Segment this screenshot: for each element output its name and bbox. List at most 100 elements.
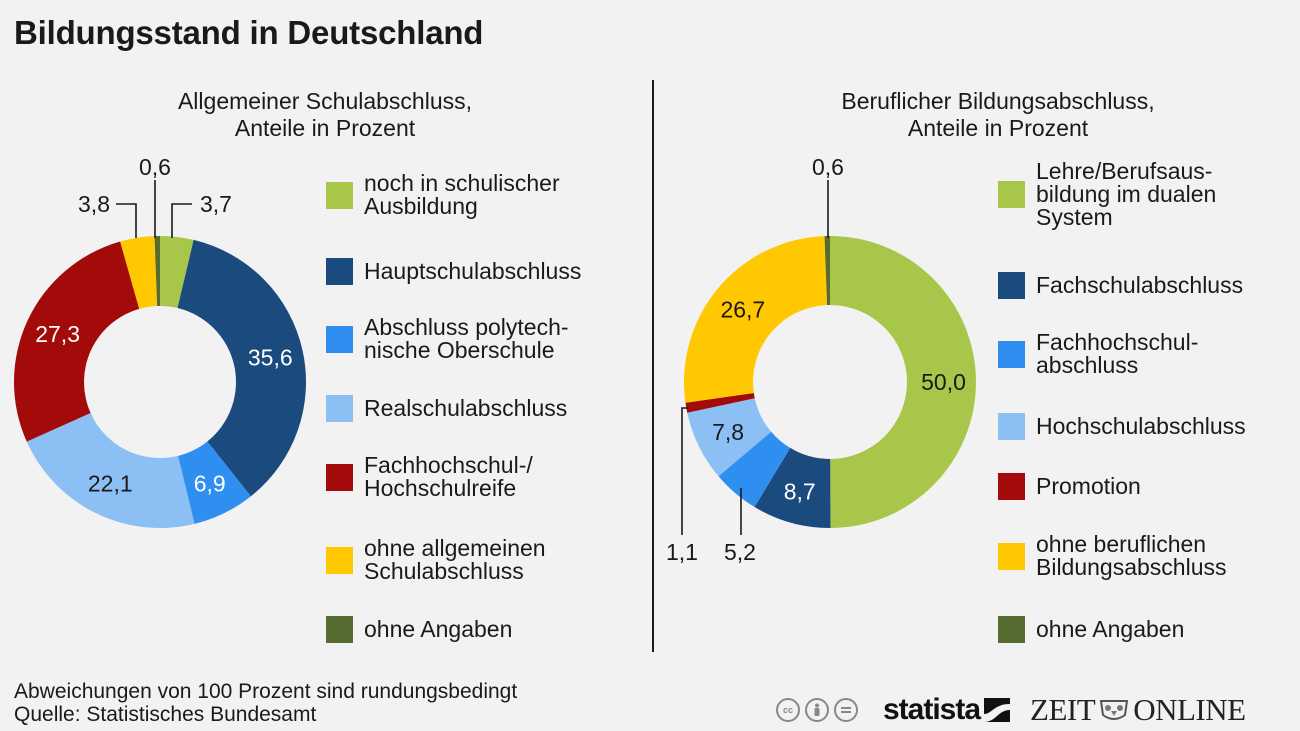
chart-1-data-label-3: 22,1 (88, 470, 133, 496)
chart-1-legend-item: Hauptschulabschluss (326, 258, 646, 285)
chart-2-legend-item: Fachschulabschluss (998, 272, 1300, 299)
legend-label: Hauptschulabschluss (364, 260, 581, 283)
chart-1-legend-item: Realschulabschluss (326, 395, 646, 422)
chart-1-slice-4 (14, 241, 140, 442)
chart-1-slice-3 (26, 413, 195, 528)
chart-1-subtitle-line: Anteile in Prozent (234, 115, 416, 141)
legend-label: Promotion (1036, 475, 1141, 498)
legend-label: Realschulabschluss (364, 397, 567, 420)
chart-1-data-label-2: 6,9 (194, 470, 226, 496)
legend-swatch (998, 473, 1025, 500)
legend-label-line: Fachhochschul-/ (364, 452, 533, 478)
legend-swatch (998, 616, 1025, 643)
chart-1-legend-item: ohne Angaben (326, 616, 646, 643)
chart-2-data-label-4: 1,1 (666, 539, 698, 565)
chart-2-legend-item: Lehre/Berufsaus-bildung im dualen System (998, 160, 1300, 229)
chart-2-data-label-6: 0,6 (812, 154, 844, 180)
chart-2-slice-5 (684, 236, 828, 403)
zeit-online-logo[interactable]: ZEIT ONLINE (1030, 692, 1246, 728)
legend-label-line: ohne Angaben (1036, 616, 1185, 642)
chart-2-legend-item: ohne Angaben (998, 616, 1300, 643)
statista-logo[interactable]: statista (883, 693, 981, 726)
legend-label-line: Hochschulabschluss (1036, 413, 1246, 439)
legend-label: ohne beruflichen Bildungsabschluss (1036, 533, 1227, 579)
chart-2-slice-0 (830, 236, 976, 528)
legend-swatch (326, 463, 353, 491)
chart-2-subtitle-line: Anteile in Prozent (907, 115, 1089, 141)
legend-label-line: Schulabschluss (364, 558, 524, 584)
legend-label: Hochschulabschluss (1036, 415, 1246, 438)
zeit-logo-right: ONLINE (1133, 692, 1246, 727)
legend-label: Fachhochschul-/Hochschulreife (364, 454, 533, 500)
chart-2-slice-3 (687, 398, 772, 477)
legend-swatch (998, 340, 1025, 368)
chart-1-slice-6 (154, 236, 160, 307)
chart-1-title-line: Allgemeiner Schulabschluss, (177, 88, 473, 114)
chart-2-title-line: Beruflicher Bildungsabschluss, (841, 88, 1155, 114)
chart-2-slice-6 (824, 236, 830, 306)
legend-swatch (326, 325, 353, 353)
legend-label-line: ohne beruflichen (1036, 531, 1207, 557)
legend-swatch (998, 181, 1025, 208)
legend-swatch (326, 181, 353, 209)
legend-label: noch in schulischer Ausbildung (364, 172, 560, 218)
legend-swatch (326, 616, 353, 643)
legend-swatch (998, 542, 1025, 570)
chart-1-slice-5 (120, 236, 158, 309)
legend-label-line: Bildungsabschluss (1036, 554, 1227, 580)
legend-label-line: Hochschulreife (364, 475, 517, 501)
legend-label-line: abschluss (1036, 352, 1139, 378)
legend-label-line: Lehre/Berufsaus- (1036, 158, 1213, 184)
chart-2-data-label-2: 5,2 (724, 539, 756, 565)
legend-label-line: ohne allgemeinen (364, 535, 546, 561)
chart-1-data-label-1: 35,6 (248, 344, 293, 370)
legend-swatch (326, 258, 353, 285)
legend-label-line: Realschulabschluss (364, 395, 568, 421)
chart-1-subtitle: Allgemeiner Schulabschluss, Anteile in P… (115, 88, 535, 142)
chart-1-data-label-5: 3,8 (78, 191, 110, 217)
legend-swatch (998, 272, 1025, 299)
chart-1-slice-2 (177, 441, 251, 524)
footer-source: Quelle: Statistisches Bundesamt (14, 703, 317, 726)
chart-1-data-label-0: 3,7 (200, 191, 232, 217)
legend-label-line: nische Oberschule (364, 337, 555, 363)
nd-icon[interactable] (834, 698, 858, 722)
chart-1-legend-item: ohne allgemeinen Schulabschluss (326, 537, 646, 583)
chart-2-legend-item: Fachhochschul-abschluss (998, 331, 1300, 377)
chart-1-slice-1 (177, 239, 307, 497)
chart-1-legend-item: noch in schulischer Ausbildung (326, 172, 646, 218)
chart-2-data-label-3: 7,8 (712, 419, 744, 445)
chart-1-callout-line-5 (116, 203, 137, 238)
legend-swatch (998, 413, 1025, 440)
logos: cc statista ZEIT ONLINE (776, 692, 1246, 728)
chart-2-legend-item: Promotion (998, 473, 1300, 500)
legend-label: Fachschulabschluss (1036, 274, 1243, 297)
legend-label-line: System (1036, 204, 1113, 230)
legend-label: Lehre/Berufsaus-bildung im dualen System (1036, 160, 1216, 229)
cc-icon[interactable]: cc (776, 698, 800, 722)
by-icon[interactable] (805, 698, 829, 722)
legend-label: Fachhochschul-abschluss (1036, 331, 1198, 377)
chart-divider (652, 80, 654, 652)
legend-label: ohne allgemeinen Schulabschluss (364, 537, 546, 583)
chart-1-data-label-4: 27,3 (35, 321, 80, 347)
chart-2-subtitle: Beruflicher Bildungsabschluss, Anteile i… (788, 88, 1208, 142)
chart-1-legend-item: Abschluss polytech-nische Oberschule (326, 316, 646, 362)
chart-2-legend-item: ohne beruflichen Bildungsabschluss (998, 533, 1300, 579)
zeit-logo-left: ZEIT (1030, 692, 1096, 727)
legend-label-line: Fachhochschul- (1036, 329, 1199, 355)
footer-note: Abweichungen von 100 Prozent sind rundun… (14, 680, 518, 703)
legend-label-line: Promotion (1036, 473, 1141, 499)
chart-1-data-label-6: 0,6 (139, 154, 171, 180)
legend-label-line: bildung im dualen (1036, 181, 1217, 207)
chart-2-callout-line-4 (681, 407, 688, 535)
chart-1-legend-item: Fachhochschul-/Hochschulreife (326, 454, 646, 500)
zeit-crest-icon (1100, 700, 1129, 720)
chart-2-legend-item: Hochschulabschluss (998, 413, 1300, 440)
legend-label: ohne Angaben (364, 618, 512, 641)
chart-2-slice-1 (754, 447, 831, 528)
legend-label-line: Abschluss polytech- (364, 314, 569, 340)
legend-label-line: Ausbildung (364, 193, 478, 219)
chart-2-data-label-1: 8,7 (784, 478, 816, 504)
